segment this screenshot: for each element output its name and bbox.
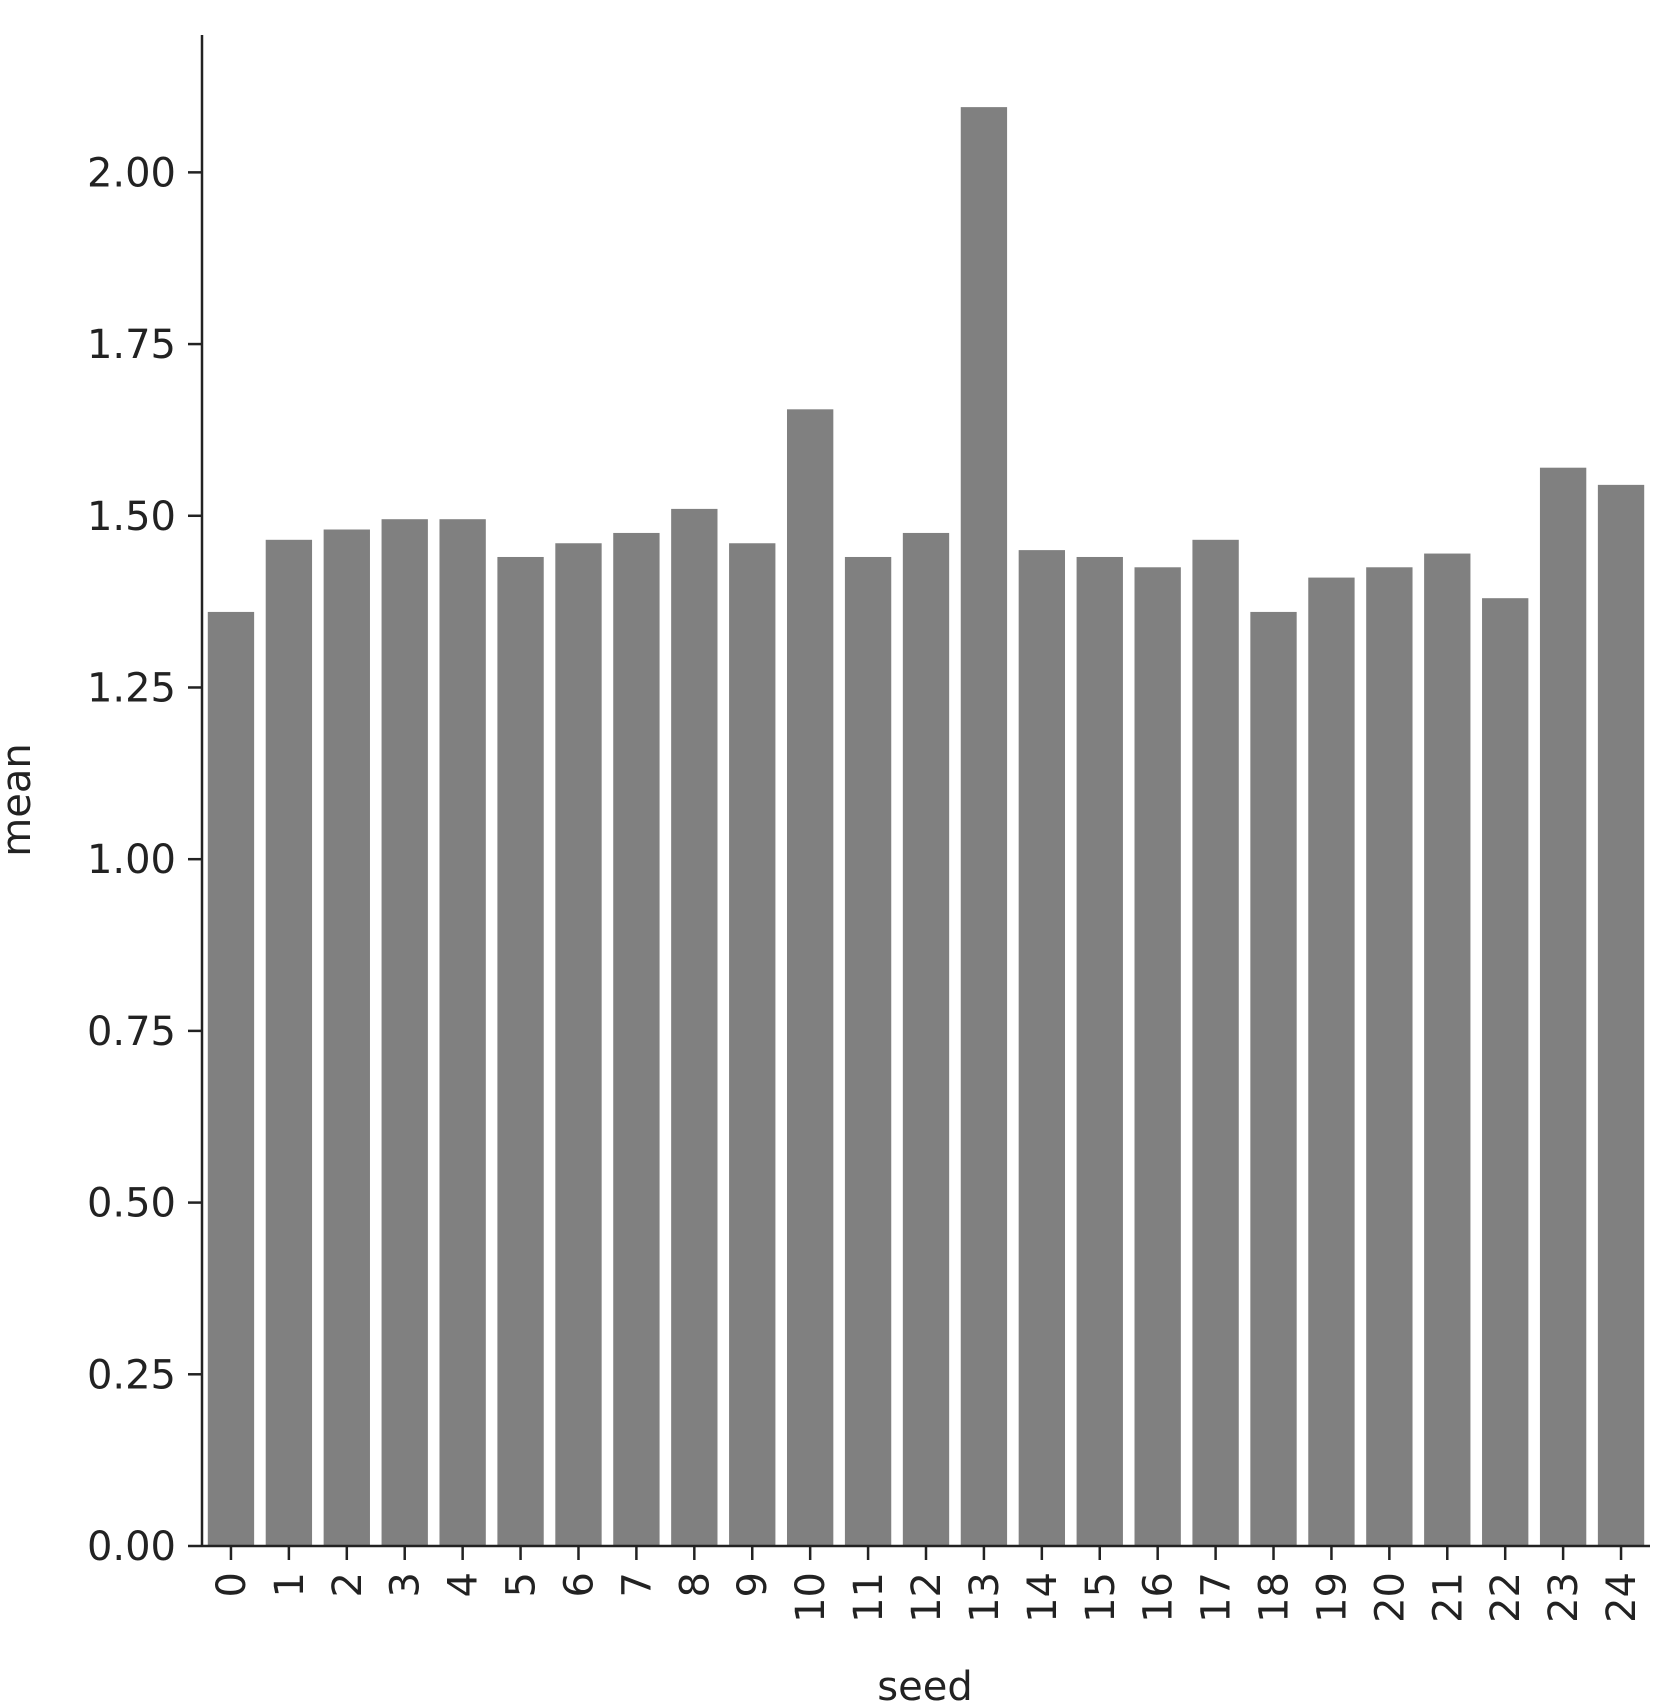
x-tick-label: 1 [267, 1572, 313, 1597]
x-tick-label: 12 [904, 1572, 950, 1623]
bar-seed-6 [555, 543, 602, 1546]
x-tick-label: 16 [1136, 1572, 1182, 1623]
x-tick-label: 18 [1252, 1572, 1298, 1623]
x-tick-label: 8 [672, 1572, 718, 1597]
y-axis: 0.00 0.25 0.50 0.75 1.00 1.25 1.50 1.75 2.00 [87, 35, 204, 1570]
y-tick-label: 0.50 [87, 1181, 176, 1227]
bar-seed-15 [1076, 556, 1123, 1546]
bar-seed-21 [1424, 553, 1471, 1546]
y-tick-label: 0.00 [87, 1524, 176, 1570]
x-tick-label: 19 [1309, 1572, 1355, 1623]
bar-seed-5 [497, 556, 544, 1546]
y-tick-label: 0.25 [87, 1352, 176, 1398]
x-tick-label: 3 [383, 1572, 429, 1597]
bar-seed-0 [207, 611, 255, 1546]
x-tick-label: 13 [962, 1572, 1008, 1623]
bar-seed-24 [1597, 484, 1645, 1546]
y-tick-label: 1.75 [87, 322, 176, 368]
y-tick-label: 2.00 [87, 150, 176, 196]
x-tick-label: 23 [1541, 1572, 1587, 1623]
x-tick-label: 9 [730, 1572, 776, 1597]
bar-seed-4 [439, 519, 486, 1547]
x-tick-label: 2 [325, 1572, 371, 1597]
x-tick-label: 15 [1078, 1572, 1124, 1623]
x-axis-label: seed [877, 1664, 972, 1701]
x-tick-label: 11 [846, 1572, 892, 1623]
bar-seed-1 [265, 539, 313, 1546]
bar-seed-20 [1366, 567, 1413, 1546]
bar-seed-17 [1192, 539, 1239, 1546]
bar-seed-2 [323, 529, 370, 1546]
bar-seed-14 [1018, 550, 1066, 1546]
x-tick-label: 21 [1425, 1572, 1471, 1623]
bar-seed-11 [844, 556, 892, 1546]
bar-seed-12 [902, 532, 950, 1546]
x-tick-label: 7 [614, 1572, 660, 1597]
bar-seed-9 [729, 543, 776, 1546]
x-tick-label: 14 [1020, 1572, 1066, 1623]
bar-seed-16 [1134, 567, 1181, 1546]
bar-seed-23 [1539, 467, 1587, 1547]
x-tick-label: 24 [1599, 1572, 1645, 1623]
x-axis: 0 1 2 3 4 5 6 7 8 9 10 11 12 13 14 15 16 17 18 19 20 21 22 23 24 [202, 1544, 1650, 1623]
bar-seed-8 [671, 508, 718, 1546]
y-tick-label: 0.75 [87, 1009, 176, 1055]
x-tick-label: 6 [556, 1572, 602, 1597]
x-tick-label: 22 [1483, 1572, 1529, 1623]
bars-group [207, 107, 1645, 1547]
y-tick-label: 1.00 [87, 837, 176, 883]
bar-seed-7 [613, 532, 660, 1546]
x-tick-label: 20 [1367, 1572, 1413, 1623]
x-tick-label: 17 [1194, 1572, 1240, 1623]
bar-seed-18 [1250, 611, 1297, 1546]
y-axis-label: mean [0, 743, 40, 856]
bar-seed-3 [381, 519, 428, 1547]
x-tick-label: 5 [499, 1572, 545, 1597]
x-tick-label: 4 [441, 1572, 487, 1597]
bar-seed-19 [1308, 577, 1355, 1546]
bar-seed-22 [1482, 598, 1529, 1546]
bar-seed-13 [960, 107, 1008, 1547]
bar-seed-10 [786, 409, 834, 1546]
x-tick-label: 10 [788, 1572, 834, 1623]
y-tick-label: 1.25 [87, 665, 176, 711]
x-tick-label: 0 [209, 1572, 255, 1597]
y-tick-label: 1.50 [87, 494, 176, 540]
